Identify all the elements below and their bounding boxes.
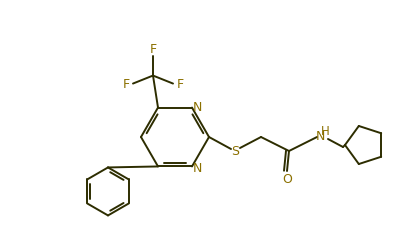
Text: F: F bbox=[122, 78, 129, 91]
Text: F: F bbox=[176, 78, 183, 91]
Text: N: N bbox=[192, 161, 202, 174]
Text: N: N bbox=[192, 101, 202, 114]
Text: F: F bbox=[149, 43, 156, 56]
Text: H: H bbox=[321, 125, 329, 138]
Text: S: S bbox=[231, 145, 239, 158]
Text: N: N bbox=[315, 130, 324, 143]
Text: O: O bbox=[282, 173, 292, 186]
